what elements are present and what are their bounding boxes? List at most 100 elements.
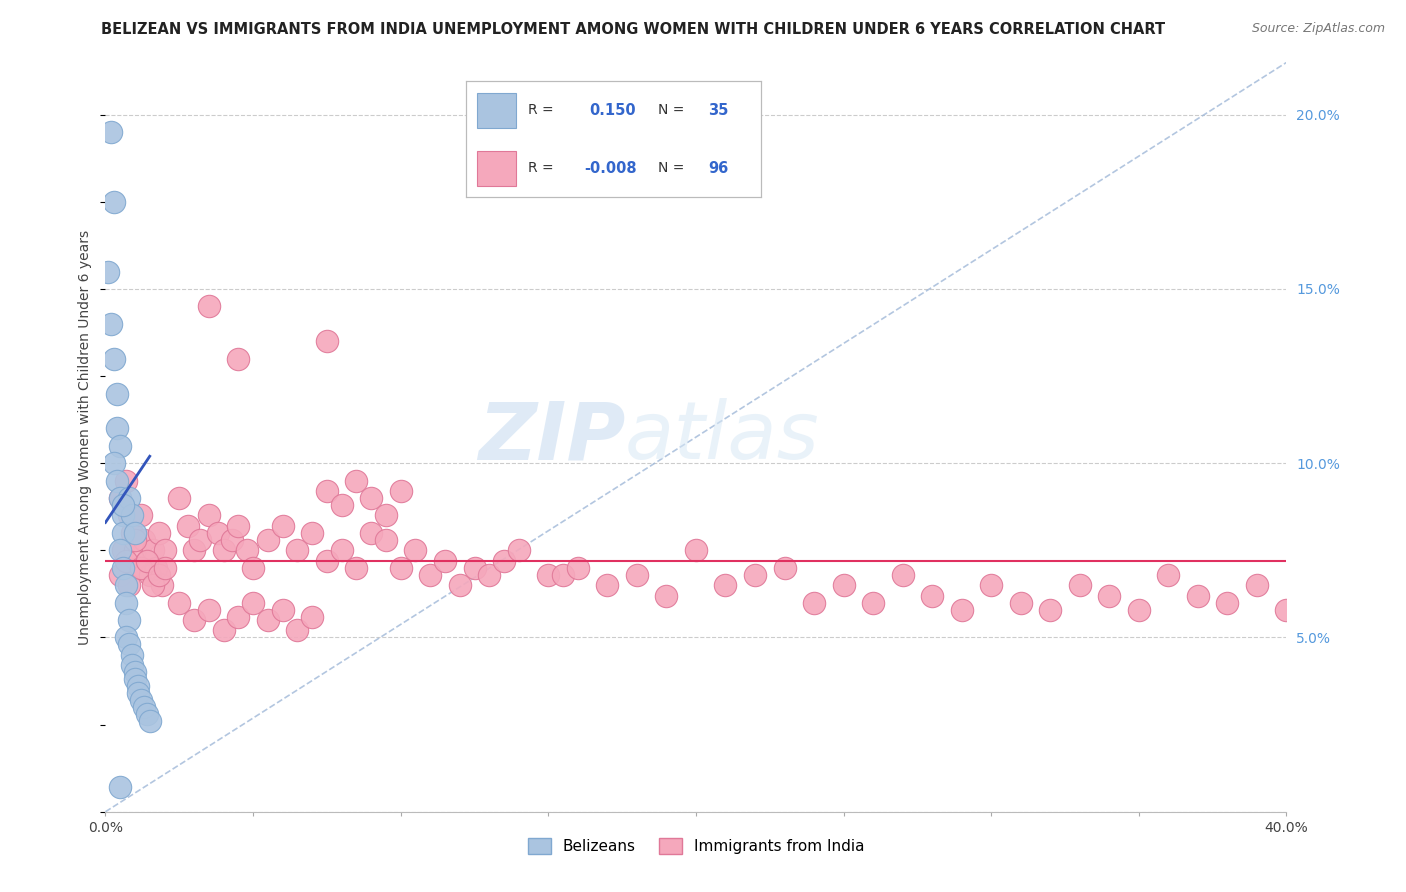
Point	[129, 693, 152, 707]
Point	[127, 679, 149, 693]
Point	[115, 596, 138, 610]
Point	[135, 707, 157, 722]
Point	[1275, 602, 1298, 616]
Point	[118, 508, 141, 523]
Text: BELIZEAN VS IMMIGRANTS FROM INDIA UNEMPLOYMENT AMONG WOMEN WITH CHILDREN UNDER 6: BELIZEAN VS IMMIGRANTS FROM INDIA UNEMPL…	[101, 22, 1164, 37]
Point	[478, 567, 501, 582]
Text: Source: ZipAtlas.com: Source: ZipAtlas.com	[1251, 22, 1385, 36]
Point	[118, 491, 141, 505]
Point	[626, 567, 648, 582]
Point	[228, 351, 250, 366]
Point	[112, 543, 135, 558]
Point	[115, 578, 138, 592]
Point	[236, 543, 259, 558]
Point	[150, 578, 173, 592]
Point	[110, 567, 132, 582]
Point	[773, 561, 796, 575]
Point	[419, 567, 441, 582]
Point	[183, 543, 205, 558]
Point	[405, 543, 427, 558]
Point	[103, 194, 125, 209]
Point	[744, 567, 766, 582]
Point	[129, 508, 152, 523]
Point	[153, 543, 176, 558]
Point	[153, 561, 176, 575]
Point	[110, 780, 132, 795]
Point	[169, 491, 191, 505]
Point	[1010, 596, 1032, 610]
Point	[1069, 578, 1091, 592]
Point	[980, 578, 1002, 592]
Point	[132, 700, 155, 714]
Point	[360, 491, 382, 505]
Point	[132, 533, 155, 547]
Point	[464, 561, 486, 575]
Point	[118, 637, 141, 651]
Point	[121, 658, 143, 673]
Point	[197, 299, 219, 313]
Point	[135, 554, 157, 568]
Point	[803, 596, 825, 610]
Point	[127, 561, 149, 575]
Point	[271, 602, 294, 616]
Point	[1039, 602, 1062, 616]
Point	[301, 609, 323, 624]
Point	[110, 491, 132, 505]
Point	[112, 525, 135, 540]
Point	[596, 578, 619, 592]
Point	[121, 648, 143, 662]
Point	[714, 578, 737, 592]
Point	[188, 533, 211, 547]
Point	[492, 554, 515, 568]
Point	[148, 525, 170, 540]
Point	[242, 596, 264, 610]
Point	[508, 543, 530, 558]
Point	[301, 525, 323, 540]
Point	[242, 561, 264, 575]
Point	[142, 578, 165, 592]
Point	[197, 508, 219, 523]
Text: atlas: atlas	[626, 398, 820, 476]
Point	[105, 474, 128, 488]
Point	[1216, 596, 1239, 610]
Point	[1098, 589, 1121, 603]
Point	[124, 543, 146, 558]
Point	[389, 484, 412, 499]
Point	[449, 578, 471, 592]
Point	[177, 519, 200, 533]
Point	[374, 533, 398, 547]
Point	[148, 567, 170, 582]
Point	[100, 317, 122, 331]
Point	[1128, 602, 1150, 616]
Point	[685, 543, 707, 558]
Point	[567, 561, 589, 575]
Point	[100, 125, 122, 139]
Point	[1246, 578, 1268, 592]
Point	[207, 525, 229, 540]
Point	[315, 484, 337, 499]
Point	[862, 596, 884, 610]
Point	[110, 439, 132, 453]
Point	[118, 613, 141, 627]
Point	[105, 386, 128, 401]
Point	[221, 533, 243, 547]
Point	[389, 561, 412, 575]
Point	[115, 631, 138, 645]
Legend: Belizeans, Immigrants from India: Belizeans, Immigrants from India	[522, 832, 870, 860]
Point	[330, 543, 353, 558]
Point	[138, 567, 162, 582]
Point	[271, 519, 294, 533]
Point	[112, 498, 135, 512]
Point	[97, 264, 120, 278]
Point	[121, 525, 143, 540]
Point	[121, 508, 143, 523]
Point	[169, 596, 191, 610]
Point	[330, 498, 353, 512]
Point	[183, 613, 205, 627]
Point	[1157, 567, 1180, 582]
Point	[124, 673, 146, 687]
Point	[103, 456, 125, 470]
Point	[212, 543, 235, 558]
Point	[105, 421, 128, 435]
Point	[135, 554, 157, 568]
